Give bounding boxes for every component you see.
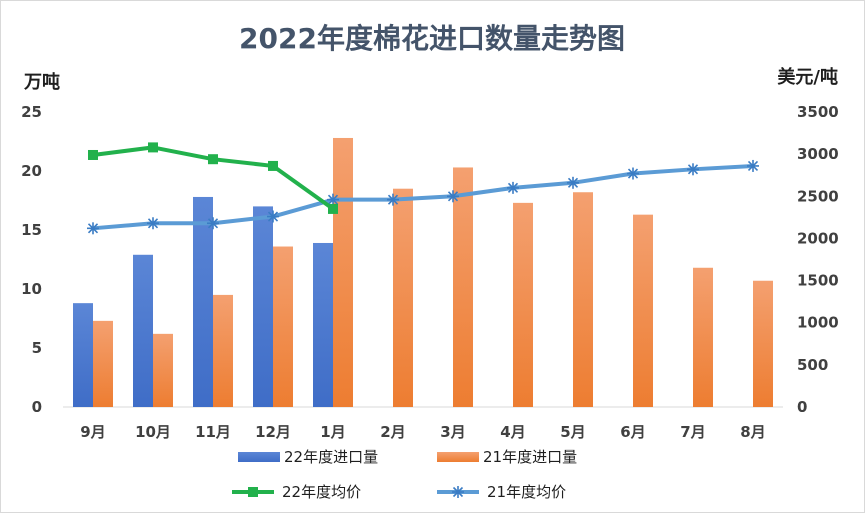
y-right-tick-label: 1000 xyxy=(797,314,839,332)
line-21-price-point xyxy=(507,181,519,194)
x-tick-label: 3月 xyxy=(440,423,465,441)
y-right-ticks: 0 500 1000 1500 2000 2500 3000 3500 xyxy=(797,103,839,416)
line-22-price-point xyxy=(88,149,98,160)
y-left-tick-label: 20 xyxy=(21,162,42,180)
line-21-price-point xyxy=(327,193,339,206)
bar-21-import xyxy=(513,202,533,407)
bar-21-import xyxy=(453,167,473,407)
y-right-tick-label: 2500 xyxy=(797,187,839,205)
chart-title: 2022年度棉花进口数量走势图 xyxy=(239,22,625,55)
x-tick-label: 7月 xyxy=(680,423,705,441)
bar-21-import xyxy=(333,137,353,407)
legend-label: 22年度进口量 xyxy=(284,448,378,466)
legend-item: 21年度进口量 xyxy=(437,448,577,466)
bar-22-import xyxy=(253,206,273,407)
line-22-price-point xyxy=(208,154,218,165)
legend-label: 22年度均价 xyxy=(282,483,361,501)
legend: 22年度进口量 21年度进口量 22年度均价 21年度均价 xyxy=(232,448,577,501)
bar-21-import xyxy=(213,294,233,407)
line-22-price-point xyxy=(268,160,278,171)
line-21-price-point xyxy=(87,222,99,235)
y-left-tick-label: 25 xyxy=(21,103,42,121)
x-tick-label: 12月 xyxy=(255,423,291,441)
bar-21-import xyxy=(753,280,773,407)
bars xyxy=(73,137,773,407)
line-21-price-point xyxy=(687,163,699,176)
x-tick-label: 1月 xyxy=(320,423,345,441)
line-21-price-point xyxy=(207,217,219,230)
line-21-price-point xyxy=(567,176,579,189)
line-22-price-point xyxy=(328,203,338,214)
y-right-tick-label: 2000 xyxy=(797,229,839,247)
legend-item: 22年度均价 xyxy=(232,483,361,501)
legend-swatch xyxy=(437,452,479,462)
x-ticks: 9月 10月 11月 12月 1月 2月 3月 4月 5月 6月 7月 8月 xyxy=(80,423,765,441)
y-right-tick-label: 0 xyxy=(797,398,807,416)
bar-22-import xyxy=(193,196,213,407)
bar-22-import xyxy=(133,254,153,407)
bar-22-import xyxy=(73,303,93,407)
bar-21-import xyxy=(93,320,113,407)
line-21-price-point xyxy=(267,210,279,223)
legend-label: 21年度均价 xyxy=(487,483,566,501)
x-tick-label: 6月 xyxy=(620,423,645,441)
lines xyxy=(87,142,759,235)
x-tick-label: 9月 xyxy=(80,423,105,441)
line-21-price-point xyxy=(147,217,159,230)
x-tick-label: 5月 xyxy=(560,423,585,441)
bar-21-import xyxy=(573,192,593,407)
y-left-ticks: 0 5 10 15 20 25 xyxy=(21,103,42,416)
y-left-tick-label: 10 xyxy=(21,280,42,298)
legend-item: 22年度进口量 xyxy=(238,448,378,466)
y-right-tick-label: 3500 xyxy=(797,103,839,121)
legend-item: 21年度均价 xyxy=(437,483,566,501)
bar-21-import xyxy=(393,188,413,407)
y-left-tick-label: 15 xyxy=(21,221,42,239)
bar-21-import xyxy=(693,267,713,407)
y-right-tick-label: 1500 xyxy=(797,272,839,290)
legend-marker xyxy=(248,487,258,497)
line-21-price-point xyxy=(387,193,399,206)
y-left-tick-label: 5 xyxy=(32,339,42,357)
line-21-price-point xyxy=(627,167,639,180)
y-left-tick-label: 0 xyxy=(32,398,42,416)
line-21-price-point xyxy=(447,190,459,203)
x-tick-label: 2月 xyxy=(380,423,405,441)
line-21-price-line xyxy=(91,163,755,231)
y-right-tick-label: 500 xyxy=(797,356,828,374)
line-22-price-point xyxy=(148,142,158,153)
legend-marker xyxy=(452,486,464,498)
y-left-unit-label: 万吨 xyxy=(23,71,60,93)
x-tick-label: 10月 xyxy=(135,423,171,441)
x-tick-label: 4月 xyxy=(500,423,525,441)
x-tick-label: 8月 xyxy=(740,423,765,441)
y-right-tick-label: 3000 xyxy=(797,145,839,163)
bar-21-import xyxy=(633,214,653,407)
y-right-unit-label: 美元/吨 xyxy=(777,66,838,88)
line-21-price-point xyxy=(747,159,759,172)
legend-swatch xyxy=(238,452,280,462)
bar-22-import xyxy=(313,242,333,407)
bar-21-import xyxy=(153,333,173,407)
legend-label: 21年度进口量 xyxy=(483,448,577,466)
bar-21-import xyxy=(273,246,293,407)
x-tick-label: 11月 xyxy=(195,423,231,441)
